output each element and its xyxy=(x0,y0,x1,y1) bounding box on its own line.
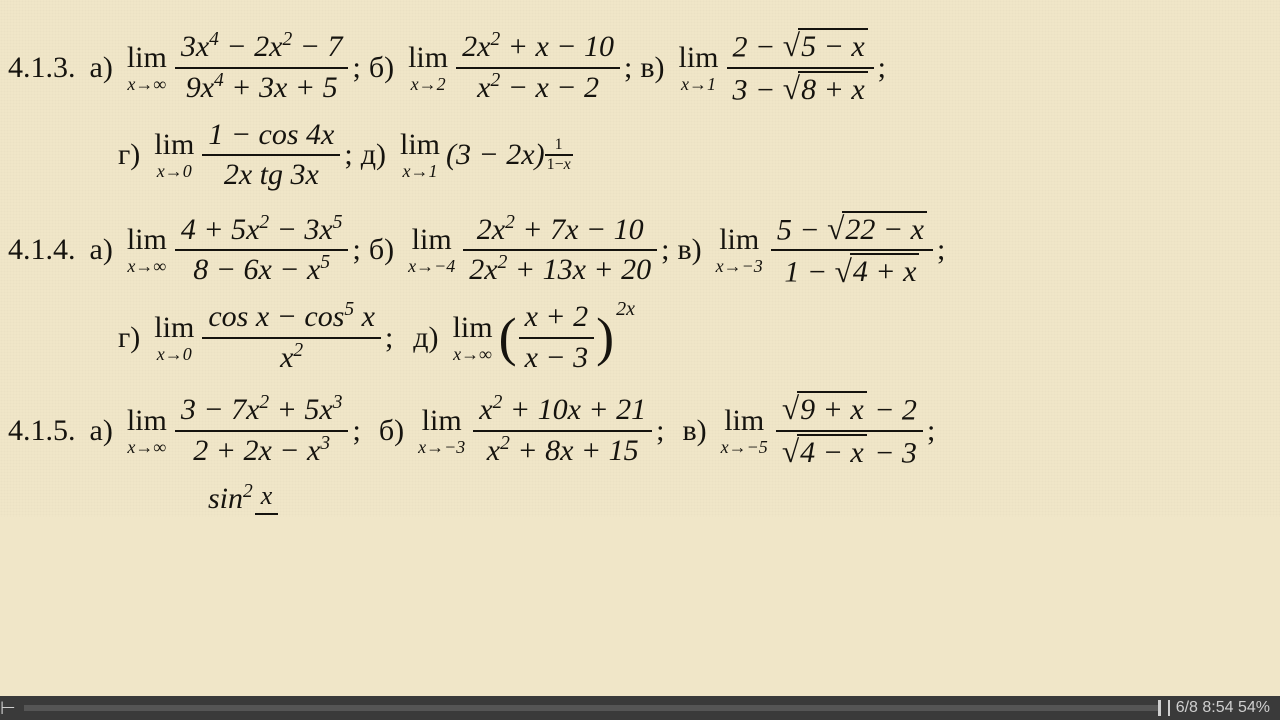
problem-414-row1: 4.1.4. а) limx→∞ 4 + 5x2 − 3x5 8 − 6x − … xyxy=(8,211,1260,291)
part-label: в) xyxy=(683,414,707,448)
progress-bar[interactable]: ⊢ 6/8 8:54 54% xyxy=(0,696,1280,720)
problem-413-row2: г) limx→0 1 − cos 4x 2x tg 3x ; д) limx→… xyxy=(118,118,1260,193)
limit-expr: limx→0 cos x − cos5 x x2 ; xyxy=(154,300,395,375)
progress-text: 6/8 8:54 54% xyxy=(1170,699,1280,717)
problem-number: 4.1.4. xyxy=(8,233,76,267)
caret-icon: ⊢ xyxy=(0,698,16,719)
part-label: г) xyxy=(118,138,140,172)
limit-expr: limx→−3 x2 + 10x + 21 x2 + 8x + 15 ; xyxy=(418,393,666,468)
part-label: а) xyxy=(90,233,113,267)
limit-expr: limx→2 2x2 + x − 10 x2 − x − 2 ; xyxy=(408,30,634,105)
limit-expr: limx→∞ ( x + 2 x − 3 ) 2x xyxy=(453,300,635,375)
problem-414-row2: г) limx→0 cos x − cos5 x x2 ; д) limx→∞ … xyxy=(118,300,1260,375)
page: 4.1.3. а) limx→∞ 3x4 − 2x2 − 7 9x4 + 3x … xyxy=(0,0,1280,517)
limit-expr: limx→∞ 3 − 7x2 + 5x3 2 + 2x − x3 ; xyxy=(127,393,363,468)
part-label: б) xyxy=(379,414,404,448)
problem-415-row1: 4.1.5. а) limx→∞ 3 − 7x2 + 5x3 2 + 2x − … xyxy=(8,391,1260,471)
part-label: г) xyxy=(118,321,140,355)
part-label: б) xyxy=(369,233,394,267)
part-label: д) xyxy=(361,138,386,172)
part-label: б) xyxy=(369,51,394,85)
problem-413-row1: 4.1.3. а) limx→∞ 3x4 − 2x2 − 7 9x4 + 3x … xyxy=(8,28,1260,108)
limit-expr: limx→−3 5 − √22 − x 1 − √4 + x ; xyxy=(716,211,948,291)
limit-expr: limx→0 1 − cos 4x 2x tg 3x ; xyxy=(154,118,354,193)
limit-expr: limx→∞ 4 + 5x2 − 3x5 8 − 6x − x5 ; xyxy=(127,213,363,288)
part-label: д) xyxy=(413,321,438,355)
progress-track[interactable] xyxy=(24,705,1160,711)
progress-knob[interactable] xyxy=(1158,700,1161,716)
part-label: в) xyxy=(678,233,702,267)
limit-expr: limx→−5 √9 + x − 2 √4 − x − 3 ; xyxy=(721,391,938,471)
limit-expr: limx→1 (3 − 2x) 1 1−x xyxy=(400,130,573,180)
limit-expr: limx→∞ 3x4 − 2x2 − 7 9x4 + 3x + 5 ; xyxy=(127,30,363,105)
part-label: а) xyxy=(90,51,113,85)
cutoff-tail: sin2 x xyxy=(208,481,1260,517)
problem-number: 4.1.5. xyxy=(8,414,76,448)
limit-expr: limx→1 2 − √5 − x 3 − √8 + x ; xyxy=(679,28,888,108)
limit-expr: limx→−4 2x2 + 7x − 10 2x2 + 13x + 20 ; xyxy=(408,213,671,288)
part-label: а) xyxy=(90,414,113,448)
problem-number: 4.1.3. xyxy=(8,51,76,85)
part-label: в) xyxy=(640,51,664,85)
